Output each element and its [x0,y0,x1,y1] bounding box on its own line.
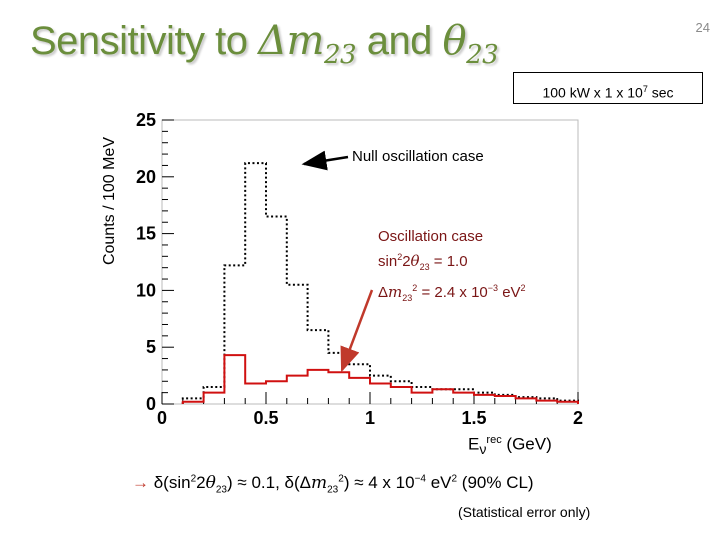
y-tick-label: 25 [136,110,156,130]
y-axis: 0 5 10 15 20 25 [136,110,174,414]
slide-number: 24 [695,20,710,35]
y-tick-label: 5 [146,337,156,357]
delta-symbol: Δ [258,18,287,64]
x-tick-label: 0 [157,408,167,428]
oscillation-annotation: Oscillation case sin22θ23 = 1.0 Δm232 = … [378,228,526,303]
x-tick-label: 1 [365,408,375,428]
y-tick-label: 20 [136,167,156,187]
x-tick-label: 0.5 [253,408,278,428]
x-tick-label: 1.5 [461,408,486,428]
theta-symbol: θ [442,18,467,64]
osc-annotation-arrow [340,289,374,373]
result-statement: → δ(sin22θ23) ≈ 0.1, δ(Δm232) ≈ 4 x 10−4… [132,473,534,496]
exposure-box: 100 kW x 1 x 107 sec [513,72,703,104]
oscillation-series-line [181,354,579,404]
x-axis-label: Eνrec (GeV) [468,434,552,459]
y-tick-label: 10 [136,280,156,300]
y-tick-label: 0 [146,394,156,414]
y-tick-label: 15 [136,224,156,244]
x-axis: 0 0.5 1 1.5 2 [157,392,583,428]
arrow-right-icon: → [132,473,149,492]
null-annotation-arrow [301,150,349,171]
statistical-note: (Statistical error only) [458,504,591,520]
slide-title: Sensitivity to Δm23 and θ23 [30,18,499,70]
x-tick-label: 2 [573,408,583,428]
null-annotation: Null oscillation case [352,148,484,165]
